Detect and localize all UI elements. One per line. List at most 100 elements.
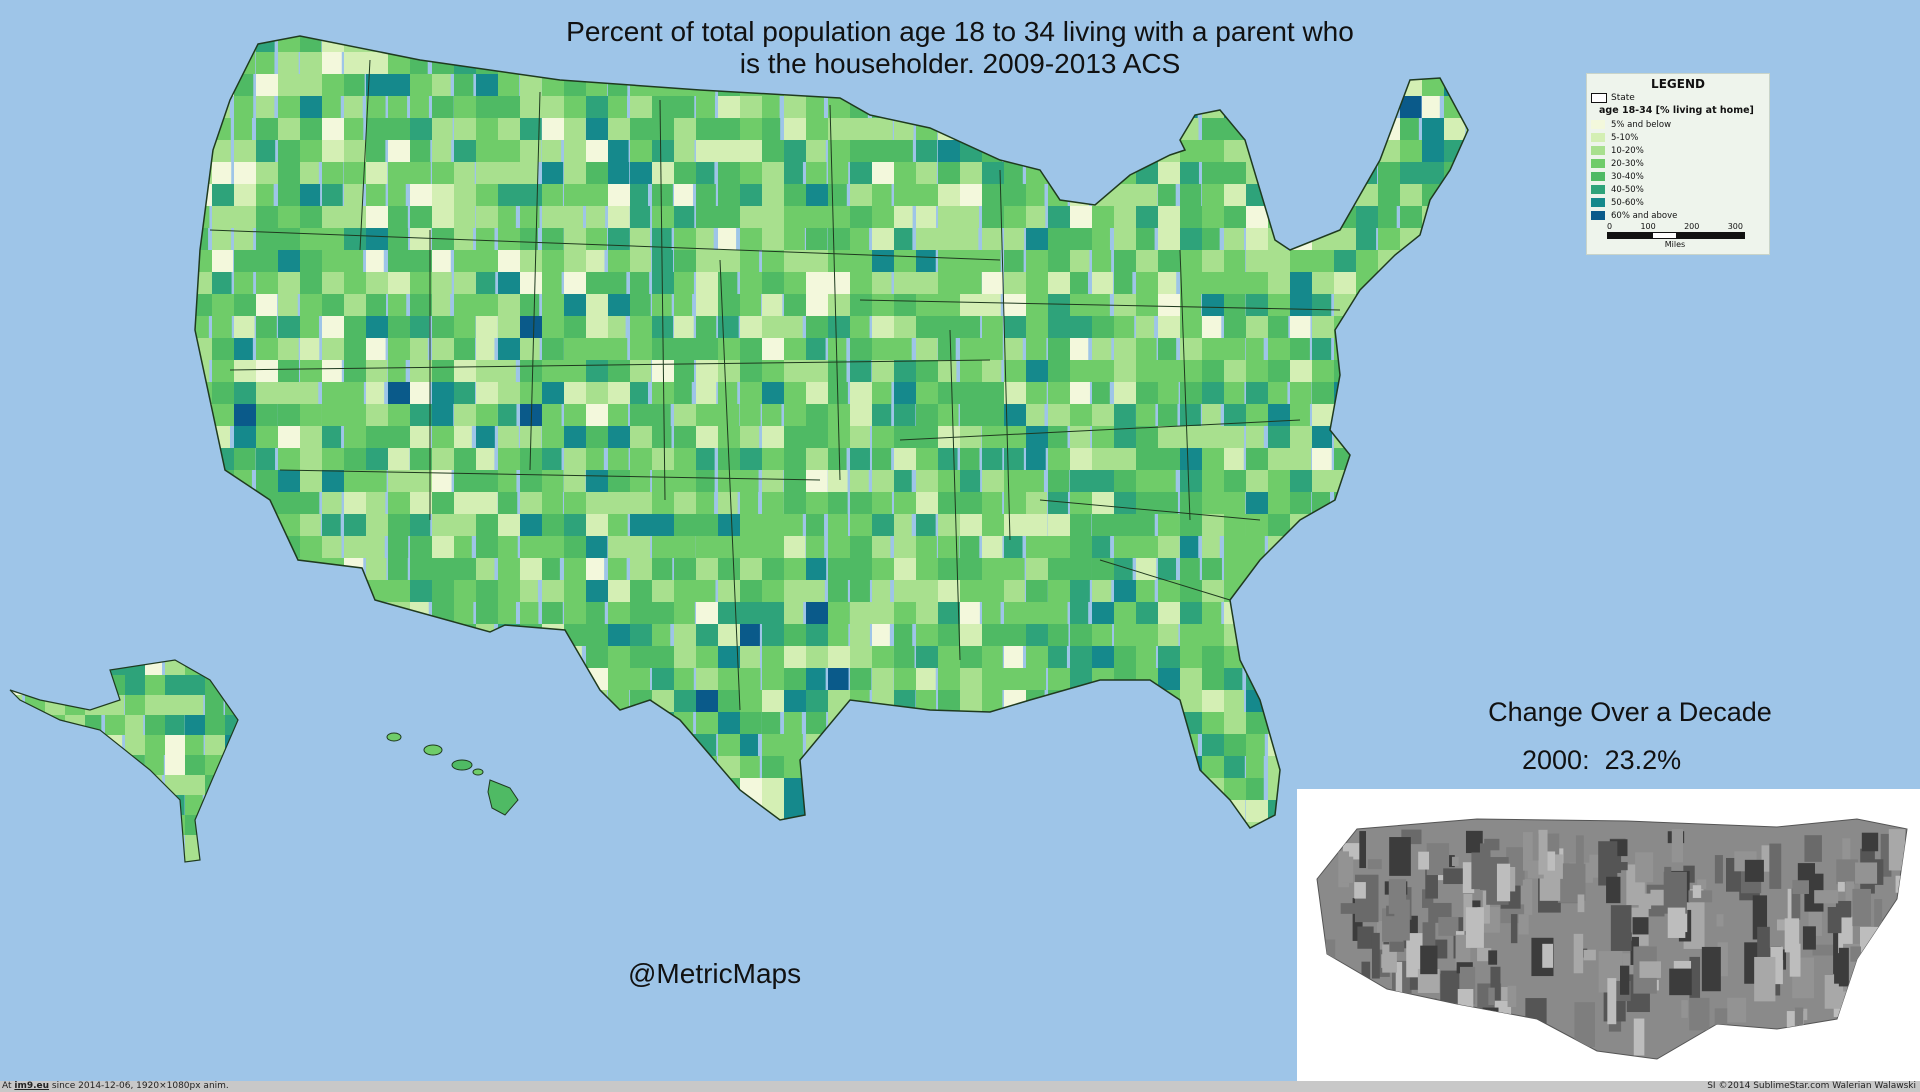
county-cell	[10, 775, 24, 795]
county-cell	[195, 470, 215, 492]
relief-block	[1440, 973, 1452, 1001]
state-border-line	[899, 419, 1301, 441]
county-cell	[1356, 624, 1386, 646]
county-cell	[256, 734, 276, 756]
county-cell	[542, 536, 566, 558]
county-cell	[652, 426, 672, 448]
county-cell	[696, 96, 715, 118]
county-cell	[322, 514, 341, 536]
county-cell	[1444, 272, 1468, 294]
county-cell	[894, 448, 919, 470]
county-cell	[1466, 162, 1468, 184]
county-cell	[344, 602, 375, 624]
county-cell	[454, 184, 481, 206]
county-cell	[850, 228, 870, 250]
county-cell	[938, 316, 961, 338]
county-cell	[916, 624, 944, 646]
county-cell	[1422, 184, 1450, 206]
county-cell	[1070, 36, 1095, 52]
county-cell	[894, 492, 924, 514]
relief-block	[1557, 863, 1579, 903]
relief-block	[1395, 1000, 1406, 1022]
county-cell	[1004, 712, 1023, 734]
county-cell	[1158, 734, 1183, 756]
relief-block	[1422, 889, 1434, 908]
county-cell	[322, 206, 347, 228]
county-cell	[696, 536, 721, 558]
county-cell	[1202, 646, 1227, 668]
county-cell	[366, 690, 384, 712]
county-cell	[806, 624, 831, 646]
county-cell	[1136, 558, 1157, 580]
county-cell	[366, 338, 386, 360]
relief-block	[1425, 1006, 1433, 1030]
county-cell	[872, 184, 892, 206]
county-cell	[608, 382, 631, 404]
county-cell	[410, 514, 431, 536]
county-cell	[916, 426, 939, 448]
relief-block	[1451, 856, 1459, 867]
relief-block	[1850, 946, 1861, 962]
county-cell	[498, 734, 526, 756]
county-cell	[1158, 712, 1186, 734]
relief-block	[1874, 899, 1883, 936]
county-cell	[10, 715, 24, 735]
county-cell	[1356, 756, 1378, 778]
county-cell	[1070, 360, 1098, 382]
county-cell	[125, 775, 146, 795]
county-cell	[784, 272, 808, 294]
county-cell	[982, 712, 1005, 734]
county-cell	[1422, 514, 1444, 536]
county-cell	[828, 668, 849, 690]
county-cell	[520, 602, 539, 624]
county-cell	[872, 514, 897, 536]
county-cell	[278, 404, 307, 426]
county-cell	[1400, 250, 1426, 272]
county-cell	[608, 580, 637, 602]
county-cell	[1466, 36, 1468, 52]
county-cell	[1312, 206, 1342, 228]
county-cell	[344, 646, 373, 668]
county-cell	[322, 734, 350, 756]
county-cell	[1356, 426, 1382, 448]
county-cell	[806, 514, 825, 536]
county-cell	[938, 778, 958, 800]
county-cell	[278, 228, 304, 250]
county-cell	[1246, 316, 1273, 338]
relief-block	[1754, 956, 1776, 1002]
county-cell	[498, 646, 516, 668]
county-cell	[1158, 492, 1178, 514]
county-cell	[366, 228, 394, 250]
county-cell	[762, 580, 790, 602]
county-cell	[1400, 118, 1419, 140]
county-cell	[366, 206, 390, 228]
county-cell	[520, 74, 542, 96]
county-cell	[564, 118, 586, 140]
county-cell	[520, 514, 549, 536]
county-cell	[1246, 470, 1269, 492]
county-cell	[718, 184, 746, 206]
county-cell	[916, 316, 944, 338]
county-cell	[410, 36, 430, 52]
county-cell	[1290, 602, 1314, 624]
county-cell	[938, 360, 957, 382]
footer-site-link[interactable]: im9.eu	[14, 1081, 50, 1091]
scale-unit: Miles	[1664, 240, 1686, 249]
county-cell	[300, 822, 322, 828]
relief-block	[1389, 837, 1411, 876]
county-cell	[476, 646, 495, 668]
county-cell	[212, 316, 232, 338]
county-cell	[366, 382, 385, 404]
county-cell	[960, 822, 985, 828]
county-cell	[1004, 514, 1033, 536]
relief-block	[1792, 879, 1809, 894]
county-cell	[652, 36, 671, 52]
relief-map-inset	[1297, 789, 1920, 1081]
relief-block	[1689, 956, 1701, 1002]
county-cell	[1224, 492, 1246, 514]
county-cell	[1004, 96, 1034, 118]
county-cell	[630, 822, 651, 828]
county-cell	[762, 96, 780, 118]
county-cell	[1356, 536, 1379, 558]
county-cell	[1114, 646, 1143, 668]
